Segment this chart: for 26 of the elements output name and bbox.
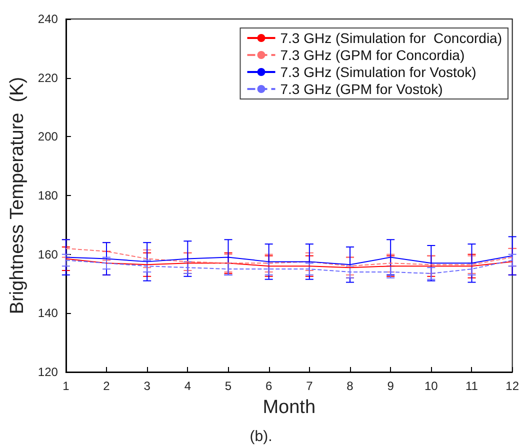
x-tick-label: 10 bbox=[424, 379, 438, 393]
x-tick-label: 2 bbox=[103, 379, 110, 393]
y-tick-label: 200 bbox=[38, 130, 58, 144]
x-tick-label: 12 bbox=[506, 379, 520, 393]
legend-label: 7.3 GHz (GPM for Vostok) bbox=[280, 81, 443, 97]
x-tick-label: 3 bbox=[144, 379, 151, 393]
x-tick-label: 4 bbox=[184, 379, 192, 393]
x-tick-label: 9 bbox=[387, 379, 394, 393]
legend-label: 7.3 GHz (GPM for Concordia) bbox=[280, 47, 465, 63]
legend-label: 7.3 GHz (Simulation for Vostok) bbox=[280, 64, 476, 80]
x-tick-label: 11 bbox=[466, 379, 478, 393]
y-tick-label: 220 bbox=[38, 70, 58, 85]
y-tick-label: 120 bbox=[38, 365, 58, 379]
x-tick-label: 1 bbox=[62, 379, 70, 393]
text: (b). bbox=[250, 428, 272, 445]
y-tick-label: 160 bbox=[38, 247, 58, 262]
x-axis-title: Month bbox=[262, 397, 316, 418]
y-tick-label: 140 bbox=[38, 306, 58, 320]
x-tick-label: 5 bbox=[224, 379, 232, 393]
y-tick-label: 240 bbox=[38, 12, 58, 26]
y-axis-title: Brightness Temperature (K) bbox=[7, 76, 28, 314]
x-tick-label: 7 bbox=[306, 379, 314, 393]
legend-label: 7.3 GHz (Simulation for Concordia) bbox=[280, 30, 502, 46]
x-tick-label: 8 bbox=[346, 379, 354, 393]
x-tick-label: 6 bbox=[265, 379, 272, 393]
y-tick-label: 180 bbox=[38, 188, 58, 202]
